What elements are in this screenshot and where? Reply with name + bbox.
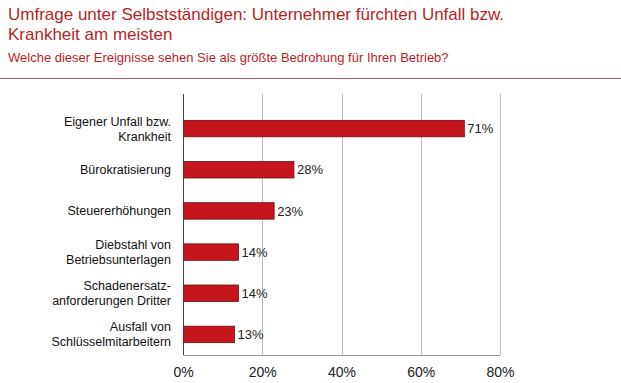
category-label: Diebstahl vonBetriebsunterlagen <box>66 238 171 267</box>
tick-label: 0% <box>173 364 193 380</box>
bar <box>183 285 238 301</box>
value-axis: 0% 20% 40% 60% 80% <box>173 355 514 380</box>
category-label: Eigener Unfall bzw.Krankheit <box>64 115 172 144</box>
title: Umfrage unter Selbstständigen: Unternehm… <box>8 5 504 44</box>
grid <box>184 94 501 355</box>
tick-label: 20% <box>249 364 277 380</box>
data-label: 28% <box>297 162 323 177</box>
data-label: 14% <box>241 245 267 260</box>
subtitle: Welche dieser Ereignisse sehen Sie als g… <box>8 50 449 65</box>
chart: Umfrage unter Selbstständigen: Unternehm… <box>0 0 621 383</box>
tick: 40% <box>328 355 356 380</box>
category-label: Steuererhöhungen <box>67 204 171 218</box>
category-label: Ausfall vonSchlüsselmitarbeitern <box>52 320 172 349</box>
tick: 60% <box>407 355 435 380</box>
category-axis: Eigener Unfall bzw.Krankheit Bürokratisie… <box>52 115 172 350</box>
category-label: Schadenersatz-anforderungen Dritter <box>52 279 171 308</box>
tick: 80% <box>486 355 514 380</box>
grid-line <box>500 94 501 355</box>
bar <box>183 120 464 136</box>
data-label: 71% <box>467 121 493 136</box>
tick: 20% <box>249 355 277 380</box>
tick-label: 40% <box>328 364 356 380</box>
bar <box>183 203 274 219</box>
category-label: Bürokratisierung <box>80 163 171 177</box>
rule <box>0 78 621 79</box>
bar <box>183 326 235 342</box>
bars <box>183 120 464 342</box>
tick-label: 60% <box>407 364 435 380</box>
bar <box>183 244 238 260</box>
bar <box>183 162 294 178</box>
data-label: 13% <box>238 327 264 342</box>
tick-label: 80% <box>486 364 514 380</box>
data-label: 23% <box>277 204 303 219</box>
tick: 0% <box>173 355 193 380</box>
axis-line <box>184 355 501 356</box>
data-labels: 71% 28% 23% 14% 14% 13% <box>238 121 494 342</box>
data-label: 14% <box>241 286 267 301</box>
